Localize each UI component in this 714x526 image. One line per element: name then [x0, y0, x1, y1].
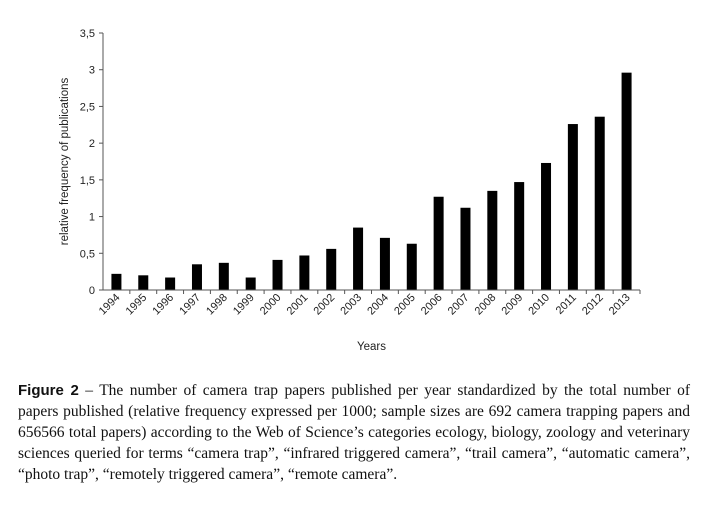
- x-tick-label: 2001: [285, 292, 311, 318]
- bar-2003: [353, 227, 364, 290]
- x-tick-label: 2009: [499, 292, 525, 318]
- y-tick-label: 3: [89, 65, 95, 77]
- x-tick-label: 1996: [150, 292, 176, 318]
- caption-text: – The number of camera trap papers publi…: [18, 382, 690, 483]
- x-tick-label: 2005: [392, 292, 418, 318]
- bar-2010: [541, 162, 552, 290]
- chart-canvas: 0 0,5 1 1,5 2 2,5 3 3,5 1994 1995 1996 1997 1998 199…: [59, 28, 641, 353]
- x-tick-label: 2012: [580, 292, 606, 318]
- y-tick-label: 3,5: [80, 28, 95, 40]
- figure-caption: Figure 2 – The number of camera trap pap…: [18, 380, 690, 485]
- x-tick-label: 2003: [338, 292, 364, 318]
- bar-2011: [567, 124, 578, 291]
- x-tick-label: 1997: [177, 292, 203, 318]
- y-tick-label: 2: [89, 138, 95, 150]
- x-tick-label: 2008: [473, 292, 499, 318]
- x-tick-label: 1994: [97, 292, 123, 318]
- x-axis-title: Years: [357, 341, 386, 353]
- bar-1994: [111, 273, 122, 290]
- y-tick-label: 0,5: [80, 248, 95, 260]
- bar-2004: [379, 237, 390, 290]
- y-axis: 0 0,5 1 1,5 2 2,5 3 3,5: [80, 28, 104, 297]
- x-tick-label: 2002: [312, 292, 338, 318]
- bar-2013: [621, 72, 632, 290]
- x-tick-label: 2000: [258, 292, 284, 318]
- bar-1995: [138, 275, 149, 290]
- bar-1997: [191, 264, 202, 290]
- x-tick-label: 2004: [365, 292, 391, 318]
- y-tick-label: 2,5: [80, 101, 95, 113]
- bar-1999: [245, 277, 256, 290]
- x-tick-label: 2013: [607, 292, 633, 318]
- bars: [111, 72, 632, 291]
- bar-2005: [406, 243, 417, 290]
- bar-2000: [272, 259, 283, 290]
- x-tick-label: 1999: [231, 292, 257, 318]
- x-tick-label: 2007: [446, 292, 472, 318]
- y-tick-label: 1: [89, 212, 95, 224]
- bar-2002: [326, 248, 337, 290]
- bar-2006: [433, 196, 444, 290]
- y-tick-label: 0: [89, 285, 95, 297]
- bar-2012: [594, 116, 605, 290]
- bar-2007: [460, 207, 471, 290]
- bar-1998: [218, 262, 229, 290]
- x-tick-label: 2011: [554, 292, 579, 317]
- bar-1996: [165, 277, 176, 290]
- x-tick-label: 1998: [204, 292, 230, 318]
- bar-2001: [299, 255, 310, 290]
- y-tick-label: 1,5: [80, 175, 95, 187]
- bar-2009: [514, 182, 525, 290]
- bar-2008: [487, 190, 498, 290]
- x-tick-label: 2010: [526, 292, 552, 318]
- x-tick-label: 1995: [124, 292, 150, 318]
- caption-label: Figure 2: [18, 382, 79, 399]
- bar-chart: 0 0,5 1 1,5 2 2,5 3 3,5 1994 1995 1996 1997 1998 199…: [59, 28, 641, 353]
- y-axis-title: relative frequency of publications: [59, 78, 71, 246]
- x-tick-label: 2006: [419, 292, 445, 318]
- x-axis: 1994 1995 1996 1997 1998 1999 2000 2001 2002 2003…: [97, 289, 641, 318]
